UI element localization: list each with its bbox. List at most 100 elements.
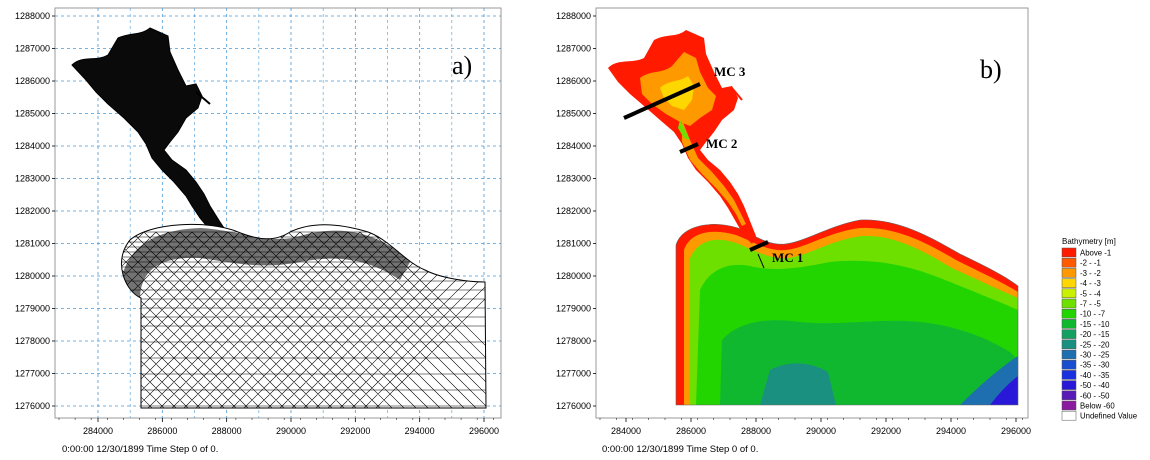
panel_b-y-tick-label: 1285000 [556,109,591,119]
panel-b-y-axis: 1288000 1287000 1286000 1285000 1284000 12830… [556,11,596,411]
mesh-lagoon [71,27,225,237]
legend-swatch [1061,308,1077,319]
legend-label: -2 - -1 [1080,259,1101,268]
panel_b-x-tick-label: 286000 [676,426,706,436]
panel_a-y-tick-label: 1278000 [15,336,50,346]
bathymetry-map [608,30,1019,406]
legend-label: Undefined Value [1080,412,1137,421]
panel_b-x-tick-label: 288000 [741,426,771,436]
legend-swatch [1061,278,1077,288]
legend: Bathymetry [m] Above -1-2 - -1-3 - -2-4 … [1061,237,1137,421]
section-mc2-line [679,142,699,154]
section-mc3-label: MC 3 [714,64,746,79]
panel_b-x-tick-label: 290000 [806,426,836,436]
panel-a-y-axis: 1288000 1287000 1286000 1285000 1284000 12830… [15,11,55,411]
panel_a-y-tick-label: 1288000 [15,11,50,21]
section-mc1-tick [757,253,765,269]
legend-swatch [1061,268,1077,278]
panel-a-x-axis: 284000 286000 288000 290000 292000 294000 2960… [58,418,499,436]
legend-label: -5 - -4 [1080,289,1101,298]
legend-label: -20 - -15 [1080,330,1110,339]
panel-a-status: 0:00:00 12/30/1899 Time Step 0 of 0. [62,444,218,455]
panel_a-y-tick-label: 1282000 [15,206,50,216]
legend-label: -4 - -3 [1080,279,1101,288]
panel-b-status: 0:00:00 12/30/1899 Time Step 0 of 0. [602,444,758,455]
panel_b-y-tick-label: 1287000 [556,44,591,54]
panel_b-y-tick-label: 1284000 [556,141,591,151]
panel_a-x-tick-label: 288000 [212,426,242,436]
panel_a-y-tick-label: 1287000 [15,44,50,54]
panel-b-x-axis: 284000 286000 288000 290000 292000 294000 2960… [599,418,1031,436]
section-mc1-line [749,240,769,252]
legend-label: -60 - -50 [1080,391,1110,400]
panel_b-y-tick-label: 1288000 [556,11,591,21]
legend-swatch [1061,329,1077,339]
panel_a-x-tick-label: 284000 [83,426,113,436]
panel_a-y-tick-label: 1286000 [15,76,50,86]
legend-label: -3 - -2 [1080,269,1101,278]
panel_a-y-tick-label: 1284000 [15,141,50,151]
panel-a-label: a) [452,51,472,80]
panel_a-y-tick-label: 1276000 [15,401,50,411]
legend-swatch [1061,288,1077,299]
mesh-dense-band [121,228,410,300]
panel_a-x-tick-label: 296000 [469,426,499,436]
panel_b-y-tick-label: 1282000 [556,206,591,216]
panel_b-y-tick-label: 1279000 [556,304,591,314]
legend-label: -25 - -20 [1080,340,1110,349]
legend-swatch [1061,400,1077,411]
panel-a: 1288000 1287000 1286000 1285000 1284000 12830… [15,7,502,455]
channel-green [678,120,690,140]
legend-swatch [1061,370,1077,380]
panel_b-y-tick-label: 1281000 [556,239,591,249]
panel_a-x-tick-label: 286000 [147,426,177,436]
legend-swatch [1061,319,1077,329]
panel_b-y-tick-label: 1283000 [556,174,591,184]
bay-deepest [990,376,1018,405]
panel_a-y-tick-label: 1281000 [15,239,50,249]
panel_a-x-tick-label: 294000 [405,426,435,436]
legend-label: -10 - -7 [1080,310,1105,319]
legend-entries: Above -1-2 - -1-3 - -2-4 - -3-5 - -4 -7 -… [1061,247,1137,421]
channel [682,120,746,226]
mesh [71,27,487,409]
panel-b-label: b) [980,55,1002,84]
bay-teal [760,363,836,405]
legend-label: -40 - -35 [1080,371,1110,380]
legend-label: -35 - -30 [1080,361,1110,370]
legend-label: -15 - -10 [1080,320,1110,329]
legend-label: Below -60 [1080,402,1115,411]
legend-swatch [1061,349,1077,360]
panel_a-x-tick-label: 290000 [276,426,306,436]
panel_b-x-tick-label: 284000 [611,426,641,436]
section-mc3-line [623,82,701,120]
panel_a-y-tick-label: 1283000 [15,174,50,184]
panel_a-y-tick-label: 1279000 [15,304,50,314]
panel-b: 1288000 1287000 1286000 1285000 1284000 12830… [556,7,1031,455]
panel_b-y-tick-label: 1277000 [556,369,591,379]
legend-title: Bathymetry [m] [1062,237,1116,246]
legend-swatch [1061,410,1077,421]
panel_a-y-tick-label: 1277000 [15,369,50,379]
legend-label: -30 - -25 [1080,351,1110,360]
section-mc2-label: MC 2 [706,136,737,151]
legend-swatch [1061,339,1077,350]
panel_b-y-tick-label: 1278000 [556,336,591,346]
legend-swatch [1061,298,1077,309]
panel_b-y-tick-label: 1276000 [556,401,591,411]
legend-label: Above -1 [1080,249,1111,258]
panel_a-y-tick-label: 1280000 [15,271,50,281]
legend-swatch [1061,380,1077,390]
legend-swatch [1061,247,1077,258]
legend-label: -7 - -5 [1080,300,1101,309]
panel_b-x-tick-label: 294000 [936,426,966,436]
panel_b-y-tick-label: 1280000 [556,271,591,281]
panel_a-y-tick-label: 1285000 [15,109,50,119]
legend-swatch [1061,359,1077,370]
section-mc1-label: MC 1 [772,250,803,265]
panel_b-x-tick-label: 296000 [1001,426,1031,436]
panel_b-y-tick-label: 1286000 [556,76,591,86]
legend-label: -50 - -40 [1080,381,1110,390]
panel_a-x-tick-label: 292000 [340,426,370,436]
